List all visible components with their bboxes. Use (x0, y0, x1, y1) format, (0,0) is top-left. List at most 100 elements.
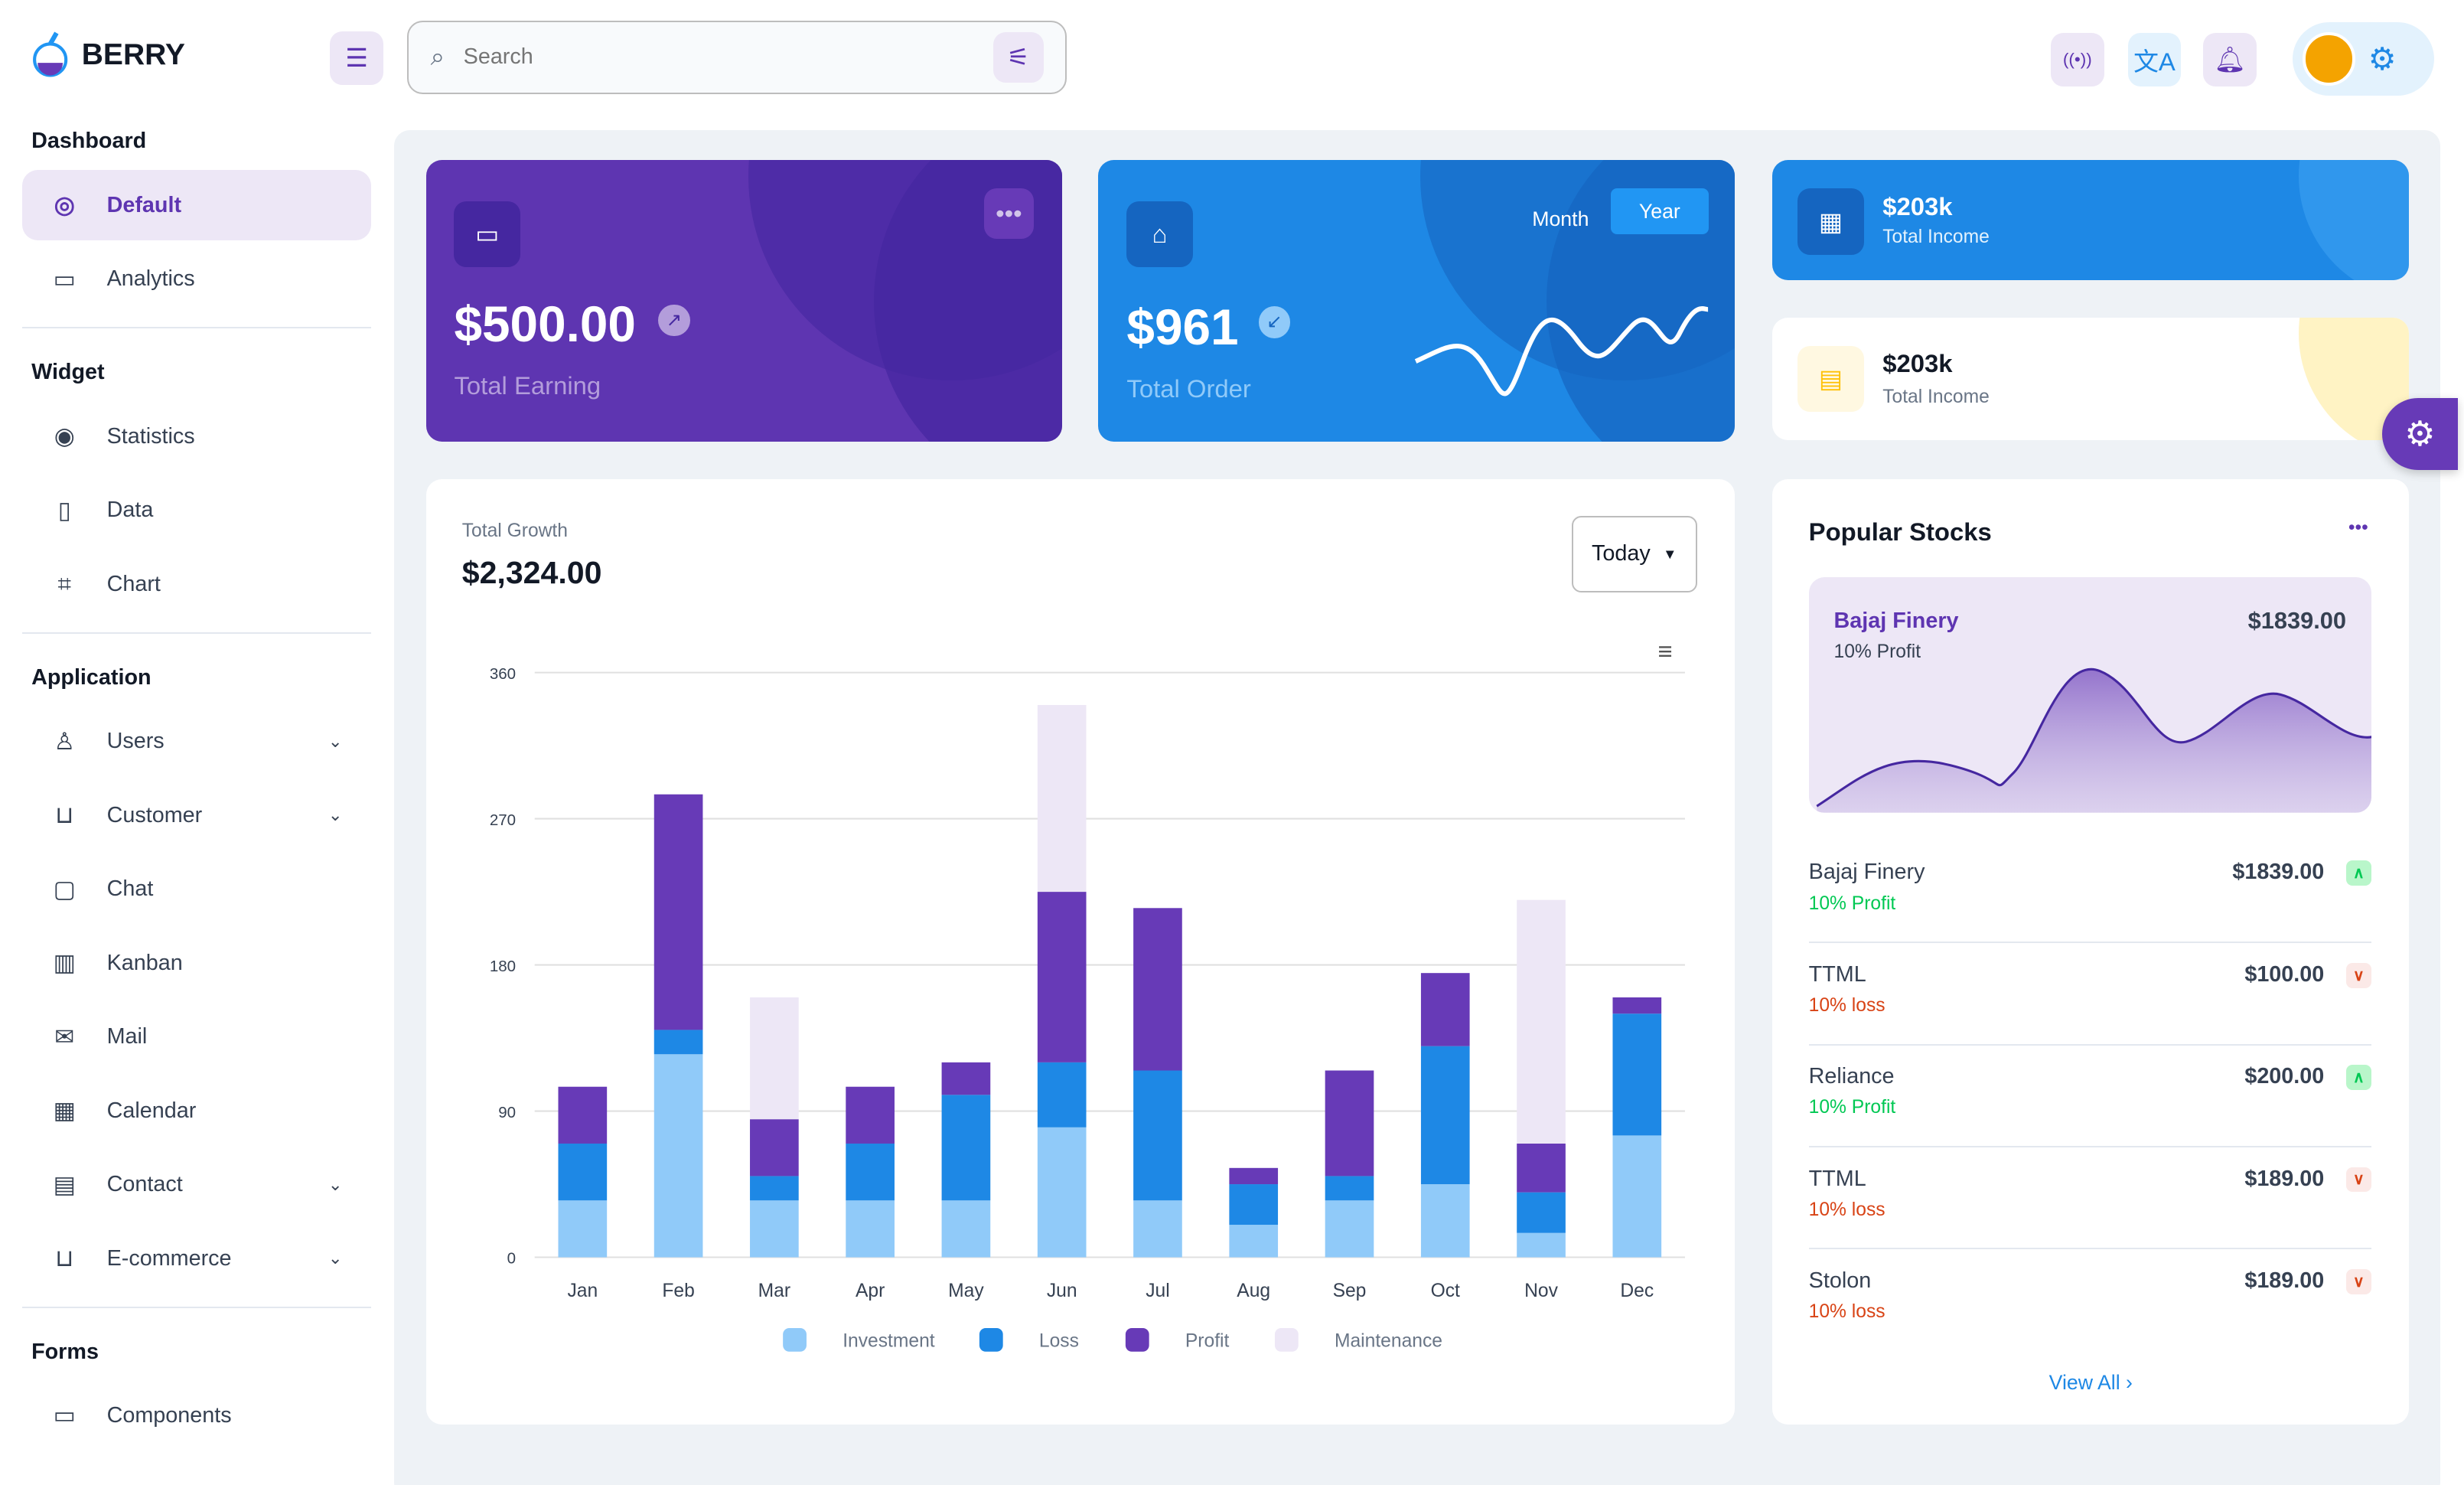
total-growth-card: Total Growth $2,324.00 Today ▼ ≡ 0 90 180 27… (425, 479, 1736, 1425)
popular-stocks-card: Popular Stocks ••• Bajaj Finery 10% Prof… (1772, 479, 2410, 1425)
bar-loss (558, 1144, 607, 1201)
dots-icon: ••• (2348, 517, 2368, 538)
bar-loss (1612, 1013, 1661, 1136)
broadcast-button[interactable]: ((•)) (2050, 33, 2104, 86)
bar-loss (845, 1144, 895, 1201)
notifications-button[interactable]: 🔔︎ (2203, 33, 2257, 86)
bar-profit (1133, 908, 1182, 1071)
bar-maintenance (1516, 900, 1566, 1144)
stock-value: $100.00 (2244, 961, 2325, 987)
stock-row[interactable]: TTML 10% loss $100.00 ∨ (1808, 943, 2371, 1046)
language-button[interactable]: 文A (2127, 33, 2182, 86)
customize-settings-button[interactable]: ⚙ (2382, 397, 2458, 470)
calendar-icon: ▦ (53, 1097, 76, 1124)
income-label: Total Income (1882, 226, 1990, 247)
sidebar-item-label: Statistics (106, 423, 195, 449)
sidebar-item-data[interactable]: ▯ Data (22, 475, 371, 545)
earning-label: Total Earning (454, 370, 601, 400)
sidebar-item-label: Kanban (106, 950, 183, 975)
chevron-up-icon: ∧ (2346, 1065, 2371, 1090)
logo[interactable]: BERRY (31, 31, 185, 79)
sidebar-item-analytics[interactable]: ▭ Analytics (22, 243, 371, 314)
chevron-up-icon: ∧ (2346, 860, 2371, 886)
stock-change: 10% Profit (1808, 1097, 1896, 1118)
search-bar: ⌕ ⚟ (406, 20, 1067, 95)
growth-label: Total Growth (461, 520, 568, 541)
stock-row[interactable]: Bajaj Finery 10% Profit $1839.00 ∧ (1808, 841, 2371, 944)
growth-value: $2,324.00 (461, 554, 602, 590)
sidebar-item-calendar[interactable]: ▦ Calendar (22, 1075, 371, 1146)
profile-button[interactable]: ⚙ (2293, 21, 2434, 96)
income-label: Total Income (1882, 387, 1990, 408)
sidebar-item-kanban[interactable]: ▥ Kanban (22, 928, 371, 998)
sidebar-item-components[interactable]: ▭ Components (22, 1380, 371, 1451)
stock-row[interactable]: Reliance 10% Profit $200.00 ∧ (1808, 1046, 2371, 1147)
sidebar-item-label: Users (106, 729, 165, 754)
sidebar-section-title: Widget (31, 360, 105, 385)
shopping-bag-icon: ⌂ (1126, 201, 1193, 268)
order-value: $961 (1126, 299, 1239, 356)
sidebar-item-users[interactable]: ♙ Users ⌄ (22, 706, 371, 776)
chevron-right-icon: › (2126, 1370, 2133, 1394)
x-tick-label: Jan (567, 1281, 598, 1301)
x-tick-label: Feb (662, 1281, 694, 1301)
sidebar-item-default[interactable]: ◎ Default (21, 169, 371, 241)
sidebar-item-statistics[interactable]: ◉ Statistics (22, 401, 371, 472)
search-input[interactable] (460, 43, 978, 72)
bar-investment (941, 1200, 990, 1258)
chevron-down-icon: ∨ (2346, 962, 2371, 988)
caret-down-icon: ▼ (1663, 545, 1677, 562)
basket-icon: ⊔ (55, 1245, 74, 1272)
sidebar-item-label: E-commerce (106, 1245, 232, 1271)
forms-icon: ▭ (53, 1402, 76, 1429)
tab-year[interactable]: Year (1610, 188, 1709, 235)
sidebar-item-label: Contact (106, 1172, 183, 1197)
sidebar-section-title: Forms (31, 1339, 99, 1364)
featured-stock-name: Bajaj Finery (1833, 608, 1959, 633)
stock-value: $189.00 (2244, 1268, 2325, 1293)
sidebar-item-customer[interactable]: ⊔ Customer ⌄ (22, 780, 371, 850)
chevron-down-icon: ⌄ (328, 1174, 343, 1194)
total-order-card: ⌂ Month Year $961 ↙ Total Order (1098, 160, 1736, 442)
bar-profit (653, 795, 702, 1030)
more-button[interactable]: ••• (2348, 517, 2368, 539)
legend-marker (782, 1328, 807, 1353)
total-earning-card: ▭ ••• $500.00 ↗ Total Earning (425, 160, 1063, 442)
sidebar-item-label: Components (106, 1402, 232, 1428)
total-income-card-dark: ▦ $203k Total Income (1772, 160, 2410, 280)
avatar (2302, 32, 2356, 86)
bar-maintenance (1037, 705, 1087, 893)
legend-label: Maintenance (1334, 1331, 1442, 1352)
stock-list: Bajaj Finery 10% Profit $1839.00 ∧ TTML 10% l… (1808, 841, 2371, 1350)
more-button[interactable]: ••• (983, 188, 1035, 240)
period-select[interactable]: Today ▼ (1571, 515, 1697, 593)
x-tick-label: Sep (1332, 1281, 1366, 1301)
legend-label: Profit (1185, 1331, 1229, 1352)
bar-loss (1037, 1062, 1087, 1128)
sidebar-item-e-commerce[interactable]: ⊔ E-commerce ⌄ (22, 1223, 371, 1294)
menu-icon: ☰ (345, 43, 368, 72)
bar-investment (1133, 1200, 1182, 1258)
view-all-link[interactable]: View All › (1772, 1371, 2409, 1395)
stock-name: Reliance (1808, 1064, 1895, 1089)
bar-loss (1325, 1176, 1374, 1201)
growth-bar-chart: 0 90 180 270 360 Jan Feb Mar Apr May Jun Jul Aug Sep O… (489, 665, 1685, 1353)
menu-toggle-button[interactable]: ☰ (330, 31, 384, 85)
address-book-icon: ▤ (53, 1170, 76, 1198)
sidebar-item-chart[interactable]: ⌗ Chart (22, 549, 371, 619)
dots-icon: ••• (996, 199, 1022, 228)
sidebar-item-mail[interactable]: ✉ Mail (22, 1001, 371, 1072)
x-tick-label: Oct (1430, 1281, 1459, 1301)
chevron-down-icon: ∨ (2346, 1167, 2371, 1193)
chart-menu-icon[interactable]: ≡ (1657, 636, 1673, 665)
filter-button[interactable]: ⚟ (992, 32, 1044, 83)
tab-month[interactable]: Month (1532, 207, 1589, 231)
stock-value: $1839.00 (2232, 860, 2325, 885)
stock-row[interactable]: TTML 10% loss $189.00 ∨ (1808, 1147, 2371, 1250)
sidebar-item-contact[interactable]: ▤ Contact ⌄ (22, 1149, 371, 1219)
bar-profit (941, 1062, 990, 1095)
stock-row[interactable]: Stolon 10% loss $189.00 ∨ (1809, 1249, 2371, 1350)
x-tick-label: Jul (1146, 1281, 1169, 1301)
wallet-icon: ▭ (454, 201, 520, 268)
sidebar-item-chat[interactable]: ▢ Chat (22, 853, 371, 924)
